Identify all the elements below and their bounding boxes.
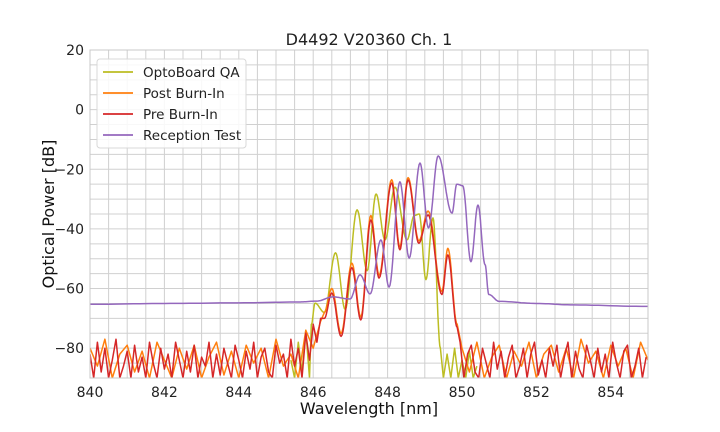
series-lines <box>90 155 648 378</box>
x-tick-label: 848 <box>374 385 401 401</box>
x-tick-label: 844 <box>225 385 252 401</box>
legend-label: Post Burn-In <box>143 86 225 102</box>
series-line-pre-burn-in <box>90 179 647 378</box>
x-tick-label: 842 <box>151 385 178 401</box>
legend: OptoBoard QA Post Burn-In Pre Burn-In Recep… <box>96 58 247 149</box>
series-line-optoboard-qa <box>290 186 478 378</box>
legend-box <box>96 58 247 149</box>
x-tick-label: 854 <box>597 385 624 401</box>
y-tick-label: 20 <box>66 43 84 59</box>
x-tick-label: 850 <box>449 385 476 401</box>
series-line-reception-test <box>90 155 648 308</box>
x-axis-label: Wavelength [nm] <box>300 399 438 418</box>
y-tick-label: −80 <box>54 341 84 357</box>
y-axis-label: Optical Power [dB] <box>39 140 58 289</box>
x-tick-label: 852 <box>523 385 550 401</box>
tick-labels: 840 842 844 846 848 850 852 854 −80 −60 −40 −20 0 20 <box>54 43 624 401</box>
x-tick-label: 840 <box>77 385 104 401</box>
y-tick-label: −40 <box>54 222 84 238</box>
legend-label: OptoBoard QA <box>143 65 240 81</box>
y-tick-label: 0 <box>75 103 84 119</box>
legend-label: Reception Test <box>143 128 241 144</box>
y-tick-label: −60 <box>54 282 84 298</box>
legend-label: Pre Burn-In <box>143 107 218 123</box>
chart-title: D4492 V20360 Ch. 1 <box>286 30 453 49</box>
plot-frame <box>89 49 649 379</box>
y-tick-label: −20 <box>54 162 84 178</box>
x-tick-label: 846 <box>300 385 327 401</box>
